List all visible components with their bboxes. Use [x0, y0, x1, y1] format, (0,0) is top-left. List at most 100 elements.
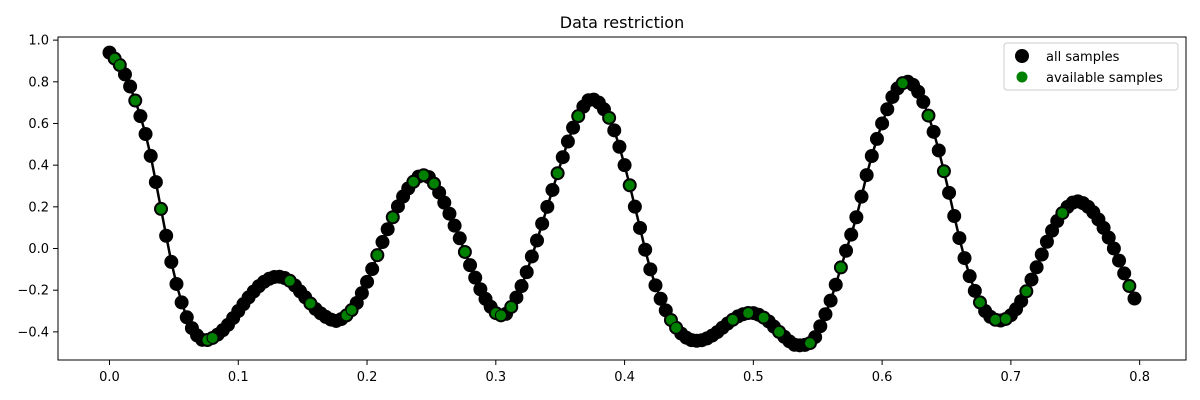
all-sample-point	[1106, 241, 1121, 256]
available-sample-point	[458, 245, 471, 258]
available-sample-point	[206, 331, 219, 344]
all-sample-point	[1039, 234, 1054, 249]
all-sample-point	[545, 182, 560, 197]
all-sample-point	[1112, 253, 1127, 268]
available-sample-point	[999, 312, 1012, 325]
all-sample-point	[869, 131, 884, 146]
y-axis: −0.4 −0.2 0.0 0.2 0.4 0.6 0.8 1.0	[17, 34, 58, 340]
available-sample-point	[494, 309, 507, 322]
x-tick-label: 0.7	[1001, 370, 1022, 385]
x-tick-label: 0.2	[357, 370, 378, 385]
all-sample-point	[447, 218, 462, 233]
all-sample-point	[859, 168, 874, 183]
available-sample-point	[129, 94, 142, 107]
y-tick-label: 1.0	[28, 34, 49, 49]
plot-frame	[57, 36, 1187, 361]
all-sample-point	[633, 220, 648, 235]
all-sample-point	[143, 148, 158, 163]
available-sample-point	[417, 169, 430, 182]
all-sample-point	[1034, 247, 1049, 262]
series-all-samples	[102, 45, 1142, 353]
all-sample-point	[1127, 291, 1142, 306]
available-sample-point	[804, 337, 816, 350]
available-sample-point	[304, 297, 317, 310]
available-sample-point	[155, 202, 168, 215]
x-tick-label: 0.8	[1129, 370, 1150, 385]
all-sample-point	[530, 233, 545, 248]
available-sample-point	[670, 321, 683, 334]
chart-title: Data restriction	[560, 13, 684, 32]
all-sample-point	[560, 134, 575, 149]
available-sample-point	[989, 313, 1002, 326]
available-sample-point	[922, 109, 935, 122]
all-sample-point	[514, 279, 529, 294]
all-sample-point	[437, 195, 452, 210]
all-sample-point	[931, 143, 946, 158]
all-sample-point	[566, 120, 581, 135]
all-sample-point	[926, 124, 941, 139]
x-tick-label: 0.0	[99, 370, 120, 385]
legend-marker-available	[1016, 71, 1028, 83]
all-sample-point	[159, 228, 174, 243]
all-sample-point	[468, 270, 483, 285]
available-sample-point	[386, 211, 399, 224]
available-sample-point	[773, 325, 786, 338]
legend: all samples available samples	[1003, 42, 1179, 91]
available-sample-point	[1123, 280, 1136, 293]
all-sample-point	[133, 109, 148, 124]
available-sample-point	[742, 307, 755, 320]
legend-label-available: available samples	[1046, 71, 1163, 86]
all-sample-point	[617, 158, 632, 173]
all-sample-point	[452, 231, 467, 246]
all-sample-point	[117, 67, 132, 82]
legend-label-all: all samples	[1046, 50, 1120, 65]
available-sample-point	[1056, 207, 1069, 220]
all-sample-point	[849, 210, 864, 225]
available-sample-point	[428, 177, 440, 190]
all-sample-point	[967, 283, 982, 298]
available-sample-point	[283, 274, 296, 287]
available-sample-point	[757, 311, 770, 324]
x-tick-label: 0.4	[614, 370, 635, 385]
available-sample-point	[572, 110, 585, 123]
all-sample-point	[952, 231, 967, 246]
all-sample-point	[463, 258, 478, 273]
all-sample-point	[1024, 272, 1039, 287]
all-sample-point	[638, 242, 653, 257]
all-sample-point	[823, 293, 838, 308]
x-tick-label: 0.1	[228, 370, 249, 385]
x-axis: 0.0 0.1 0.2 0.3 0.4 0.5 0.6 0.7 0.8	[99, 360, 1150, 385]
available-sample-point	[623, 179, 636, 192]
series-available-samples	[108, 52, 1136, 350]
y-tick-label: 0.6	[28, 117, 49, 132]
all-sample-point	[818, 307, 833, 322]
available-sample-point	[345, 304, 358, 317]
available-sample-point	[973, 296, 986, 309]
all-sample-point	[828, 277, 843, 292]
all-sample-point	[540, 199, 555, 214]
all-sample-point	[375, 235, 390, 250]
all-sample-point	[1101, 230, 1116, 245]
available-sample-point	[1020, 285, 1033, 298]
all-sample-point	[524, 249, 539, 264]
available-sample-point	[896, 77, 909, 90]
all-sample-point	[607, 123, 622, 138]
all-sample-point	[164, 254, 179, 269]
x-tick-label: 0.5	[743, 370, 764, 385]
available-sample-point	[834, 261, 847, 274]
all-sample-point	[179, 310, 194, 325]
all-sample-point	[169, 276, 184, 291]
all-sample-point	[916, 94, 931, 109]
all-sample-point	[844, 227, 859, 242]
all-sample-point	[148, 175, 163, 190]
all-sample-point	[442, 206, 457, 221]
all-sample-point	[942, 185, 957, 200]
all-sample-point	[354, 286, 369, 301]
available-sample-point	[726, 313, 739, 326]
all-sample-point	[509, 290, 524, 305]
all-sample-point	[1029, 260, 1044, 275]
all-sample-point	[839, 243, 854, 258]
legend-marker-all	[1015, 49, 1029, 63]
all-sample-point	[864, 148, 879, 163]
